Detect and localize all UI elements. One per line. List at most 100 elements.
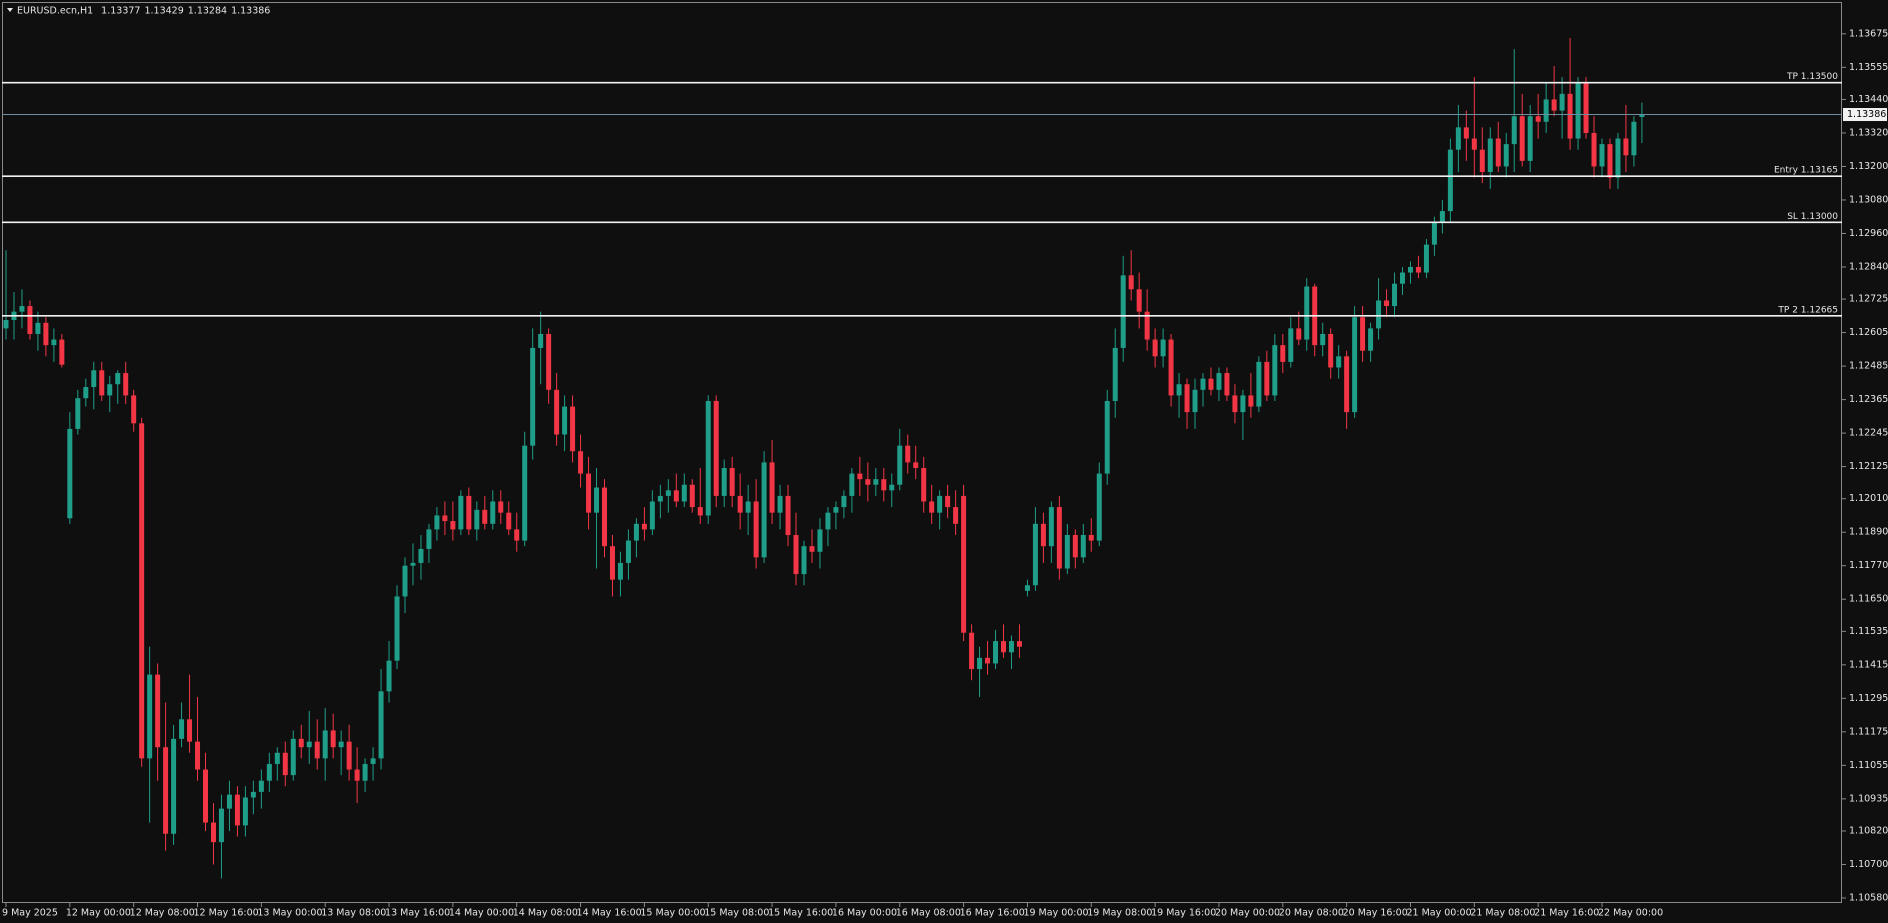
candle-body xyxy=(91,370,97,388)
candle-body xyxy=(1224,373,1230,396)
candle-body xyxy=(689,484,695,508)
candle-body xyxy=(1551,99,1557,111)
candle-body xyxy=(514,529,520,541)
level-label: SL 1.13000 xyxy=(1787,212,1838,222)
candle-body xyxy=(83,387,89,399)
candle-body xyxy=(681,484,687,502)
candle-body xyxy=(1352,317,1358,413)
price-tag xyxy=(1843,108,1887,122)
candle-body xyxy=(1495,138,1501,167)
x-tick-label: 12 May 08:00 xyxy=(130,908,195,919)
candle-body xyxy=(817,529,823,552)
candle-body xyxy=(1583,82,1589,133)
candle-body xyxy=(1479,149,1485,173)
candle-body xyxy=(1168,339,1174,396)
y-tick-label: 1.12125 xyxy=(1849,461,1888,472)
candle-body xyxy=(290,738,296,776)
candle-body xyxy=(1639,114,1645,118)
candle-body xyxy=(1064,535,1070,569)
candle-body xyxy=(298,738,304,748)
candle-body xyxy=(1040,523,1046,547)
candle-body xyxy=(322,730,328,759)
candle-body xyxy=(562,406,568,435)
candle-body xyxy=(953,507,959,524)
x-tick-label: 19 May 08:00 xyxy=(1087,908,1152,919)
y-tick-label: 1.12725 xyxy=(1849,294,1888,305)
candle-body xyxy=(498,501,504,513)
candle-body xyxy=(777,495,783,513)
candle-body xyxy=(234,794,240,826)
candle-body xyxy=(1016,641,1022,647)
candle-body xyxy=(1559,93,1565,111)
candle-body xyxy=(1591,132,1597,167)
candle-body xyxy=(546,333,552,390)
x-tick-label: 22 May 00:00 xyxy=(1598,908,1663,919)
candle-body xyxy=(266,763,272,781)
x-tick-label: 14 May 08:00 xyxy=(513,908,578,919)
candle-body xyxy=(1376,300,1382,329)
candle-body xyxy=(1511,116,1517,145)
candle-body xyxy=(985,657,991,664)
x-tick-label: 13 May 16:00 xyxy=(385,908,450,919)
candle-body xyxy=(729,467,735,496)
candle-body xyxy=(857,473,863,480)
y-tick-label: 1.12485 xyxy=(1849,361,1888,372)
y-tick-label: 1.13440 xyxy=(1849,94,1888,105)
candle-body xyxy=(602,487,607,547)
candle-body xyxy=(418,548,424,563)
candle-body xyxy=(641,523,647,530)
candle-body xyxy=(35,322,41,334)
candle-body xyxy=(745,501,751,513)
candle-body xyxy=(450,521,456,530)
y-tick-label: 1.10580 xyxy=(1849,892,1888,903)
candle-body xyxy=(1184,384,1190,413)
level-label: Entry 1.13165 xyxy=(1774,166,1838,176)
candle-body xyxy=(1336,356,1342,368)
candle-body xyxy=(179,719,185,739)
candle-body xyxy=(426,529,432,549)
candle-body xyxy=(889,484,895,491)
x-tick-label: 15 May 08:00 xyxy=(704,908,769,919)
candle-body xyxy=(1384,300,1390,307)
candle-body xyxy=(649,501,655,530)
candle-body xyxy=(1104,400,1110,474)
candle-body xyxy=(1072,535,1078,558)
candle-body xyxy=(1304,286,1310,340)
candle-body xyxy=(1631,121,1637,156)
x-tick-label: 21 May 08:00 xyxy=(1470,908,1535,919)
candle-body xyxy=(99,370,105,396)
y-tick-label: 1.11770 xyxy=(1849,560,1888,571)
candle-body xyxy=(1296,328,1302,340)
candle-body xyxy=(1471,138,1477,150)
candle-body xyxy=(1160,339,1166,357)
candle-body xyxy=(115,373,121,385)
candle-body xyxy=(282,752,288,776)
candle-body xyxy=(370,758,376,764)
x-tick-label: 16 May 08:00 xyxy=(896,908,961,919)
x-tick-label: 16 May 00:00 xyxy=(832,908,897,919)
candle-body xyxy=(594,487,600,513)
candle-body xyxy=(107,384,113,396)
candle-body xyxy=(809,546,815,552)
candle-body xyxy=(131,395,137,424)
candle-body xyxy=(793,535,799,575)
candle-body xyxy=(1535,116,1541,122)
candle-body xyxy=(825,512,831,530)
candle-body xyxy=(123,373,129,396)
x-tick-label: 19 May 16:00 xyxy=(1151,908,1216,919)
x-tick-label: 9 May 2025 xyxy=(2,908,58,919)
y-tick-label: 1.11055 xyxy=(1849,760,1888,771)
candle-body xyxy=(961,495,967,633)
candle-body xyxy=(187,719,193,742)
candle-body xyxy=(1280,345,1286,362)
candle-body xyxy=(306,741,312,748)
candle-body xyxy=(881,479,887,491)
symbol: EURUSD.ecn,H1 xyxy=(17,5,93,16)
candle-body xyxy=(769,462,775,513)
y-tick-label: 1.11295 xyxy=(1849,693,1888,704)
candle-body xyxy=(1567,93,1573,139)
x-tick-label: 15 May 16:00 xyxy=(768,908,833,919)
candle-body xyxy=(570,406,576,452)
candle-body xyxy=(1008,641,1014,653)
